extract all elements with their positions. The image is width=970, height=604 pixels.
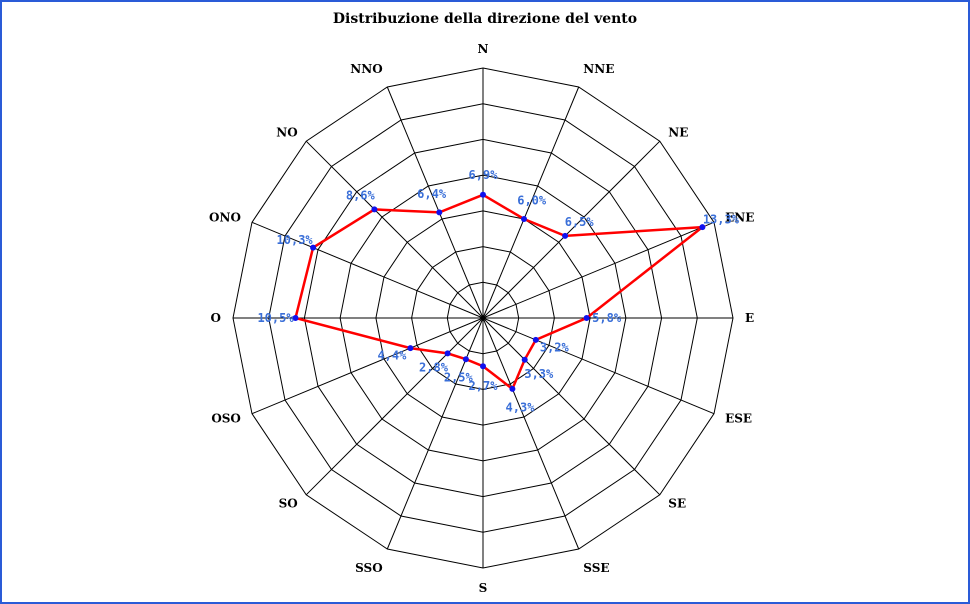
data-point-sse <box>509 385 516 392</box>
value-label-e: 5,8% <box>592 311 622 325</box>
direction-label-sso: SSO <box>355 561 383 575</box>
spoke-no <box>305 140 484 319</box>
data-point-no <box>371 206 378 213</box>
data-point-n <box>480 191 486 198</box>
value-label-ese: 3,2% <box>540 341 570 355</box>
value-label-s: 2,7% <box>469 379 499 393</box>
spoke-nne <box>482 86 580 319</box>
data-point-ene <box>699 224 706 231</box>
data-point-so <box>444 350 451 357</box>
value-label-o: 10,5% <box>257 311 294 325</box>
data-point-o <box>292 315 299 321</box>
spoke-ono <box>251 221 484 319</box>
data-point-se <box>521 356 528 363</box>
direction-label-e: E <box>745 311 754 325</box>
value-label-se: 3,3% <box>524 367 554 381</box>
direction-label-s: S <box>479 581 488 595</box>
direction-label-ese: ESE <box>725 411 752 425</box>
value-label-ne: 6,5% <box>565 215 595 229</box>
value-label-ene: 13,3% <box>703 213 740 227</box>
direction-label-ene: ENE <box>725 211 754 225</box>
direction-label-no: NO <box>276 126 297 140</box>
data-point-nno <box>436 209 443 216</box>
spoke-ene <box>482 221 715 319</box>
series-line <box>293 193 707 391</box>
data-point-oso <box>407 345 414 352</box>
value-label-sso: 2,5% <box>444 371 474 385</box>
direction-label-sse: SSE <box>583 561 609 575</box>
spoke-so <box>305 317 484 496</box>
value-label-n: 6,9% <box>469 168 499 182</box>
data-point-s <box>480 363 486 370</box>
value-label-oso: 4,4% <box>377 349 407 363</box>
direction-label-ne: NE <box>668 126 688 140</box>
chart-title: Distribuzione della direzione del vento <box>332 11 638 27</box>
direction-label-ono: ONO <box>209 211 241 225</box>
direction-label-so: SO <box>279 496 298 510</box>
data-point-ne <box>562 232 569 239</box>
value-label-nne: 6,0% <box>517 194 547 208</box>
value-label-no: 8,6% <box>346 188 376 202</box>
value-label-sse: 4,3% <box>506 400 536 414</box>
direction-label-oso: OSO <box>211 411 241 425</box>
direction-label-n: N <box>478 42 489 56</box>
spoke-ese <box>482 317 715 415</box>
value-label-nno: 6,4% <box>417 187 447 201</box>
direction-label-nne: NNE <box>583 62 614 76</box>
value-label-so: 2,8% <box>419 361 449 375</box>
spoke-sse <box>482 317 580 550</box>
spoke-nno <box>386 86 484 319</box>
data-point-ono <box>310 244 317 251</box>
value-label-ono: 10,3% <box>277 233 314 247</box>
direction-label-o: O <box>211 311 221 325</box>
spoke-oso <box>251 317 484 415</box>
data-point-e <box>583 315 590 321</box>
data-point-sso <box>462 356 469 363</box>
spoke-se <box>482 317 661 496</box>
direction-label-se: SE <box>668 496 686 510</box>
data-point-nne <box>521 216 527 222</box>
data-point-ese <box>532 336 539 343</box>
direction-label-nno: NNO <box>350 62 382 76</box>
spoke-ne <box>482 140 661 319</box>
